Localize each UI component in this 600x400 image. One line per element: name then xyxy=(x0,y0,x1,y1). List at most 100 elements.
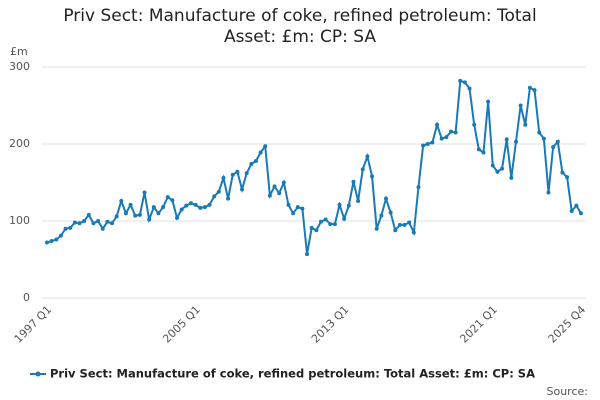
data-point xyxy=(221,175,226,180)
data-point xyxy=(244,171,249,176)
data-point xyxy=(281,180,286,185)
data-point xyxy=(411,230,416,235)
data-point xyxy=(318,219,323,224)
data-point xyxy=(504,137,509,142)
data-point xyxy=(425,142,430,146)
data-point xyxy=(541,136,546,141)
data-point xyxy=(495,169,500,174)
source: Source: xyxy=(547,385,589,398)
data-point xyxy=(68,225,73,230)
data-point xyxy=(142,190,147,195)
data-point xyxy=(110,221,115,226)
data-point xyxy=(346,203,351,208)
data-point xyxy=(569,208,574,213)
data-point xyxy=(323,217,328,222)
data-point xyxy=(374,226,379,231)
data-point xyxy=(579,211,583,216)
data-point xyxy=(188,201,193,206)
data-point xyxy=(513,139,518,144)
data-point xyxy=(397,222,402,227)
legend-marker xyxy=(35,371,41,377)
data-point xyxy=(416,185,421,190)
data-point xyxy=(207,202,212,207)
data-point xyxy=(453,130,458,135)
data-point xyxy=(193,202,198,207)
data-point xyxy=(532,88,537,93)
data-point xyxy=(421,143,426,148)
y-tick-label: 100 xyxy=(9,214,30,227)
data-point xyxy=(212,194,217,199)
data-point xyxy=(240,187,245,192)
data-point xyxy=(58,233,63,238)
data-point xyxy=(170,198,175,203)
data-point xyxy=(314,228,319,233)
data-point xyxy=(226,196,231,201)
data-point xyxy=(462,80,467,85)
data-point xyxy=(258,150,263,155)
data-point xyxy=(402,222,407,227)
data-point xyxy=(523,122,528,127)
data-point xyxy=(551,145,556,150)
data-point xyxy=(546,190,551,195)
data-point xyxy=(518,103,523,108)
data-point xyxy=(119,198,124,203)
data-point xyxy=(165,195,170,200)
x-tick-label: 1997 Q1 xyxy=(12,303,55,346)
data-point xyxy=(161,205,166,210)
data-point xyxy=(379,213,384,218)
data-point xyxy=(198,205,203,210)
data-point xyxy=(458,78,463,83)
data-point xyxy=(253,158,258,163)
data-point xyxy=(77,221,82,226)
data-point xyxy=(230,172,235,177)
data-point xyxy=(393,228,398,233)
data-point xyxy=(91,221,96,226)
data-point xyxy=(114,214,119,219)
data-point xyxy=(151,205,156,210)
data-point xyxy=(267,193,272,198)
data-point xyxy=(184,203,189,208)
data-point xyxy=(430,140,435,145)
data-point xyxy=(309,225,314,230)
legend-label: Priv Sect: Manufacture of coke, refined … xyxy=(50,367,535,381)
data-point xyxy=(490,163,495,168)
data-point xyxy=(216,189,221,194)
data-point xyxy=(435,122,440,127)
data-point xyxy=(472,122,477,127)
data-point xyxy=(86,212,91,217)
data-point xyxy=(509,175,514,180)
data-point xyxy=(249,162,254,167)
data-point xyxy=(147,217,152,222)
data-point xyxy=(305,252,310,257)
data-point xyxy=(486,99,491,104)
data-point xyxy=(128,202,133,207)
data-point xyxy=(467,86,472,91)
data-point xyxy=(100,226,105,231)
data-point xyxy=(286,202,291,207)
data-point xyxy=(328,222,333,227)
data-point xyxy=(448,129,453,134)
data-point xyxy=(565,175,570,180)
data-point xyxy=(388,210,393,215)
data-point xyxy=(156,211,161,216)
data-point xyxy=(54,237,59,242)
chart-title: Priv Sect: Manufacture of coke, refined … xyxy=(63,6,537,47)
data-point xyxy=(179,207,184,212)
data-point xyxy=(560,170,565,175)
data-point xyxy=(96,219,101,223)
x-tick-label: 2013 Q1 xyxy=(309,303,352,346)
data-point xyxy=(202,205,207,210)
data-point xyxy=(133,213,138,218)
data-point xyxy=(356,198,361,203)
data-point xyxy=(300,206,305,211)
data-point xyxy=(370,174,375,179)
data-point xyxy=(123,211,128,216)
data-point xyxy=(175,215,180,220)
data-point xyxy=(337,202,342,207)
data-point xyxy=(342,216,347,221)
data-point xyxy=(351,179,356,184)
data-point xyxy=(72,220,77,225)
data-point xyxy=(407,220,412,225)
